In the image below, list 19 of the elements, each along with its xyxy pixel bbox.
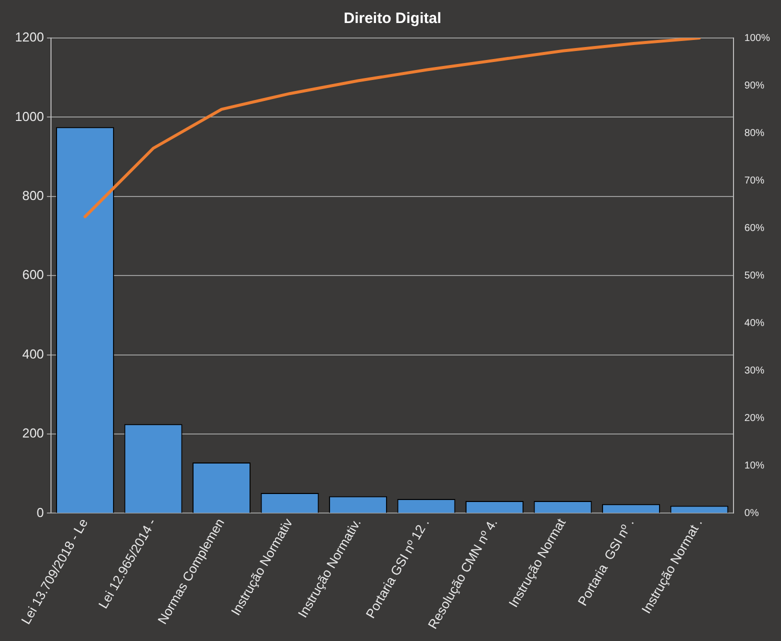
y-tick-label: 800	[22, 188, 44, 203]
y2-tick-label: 70%	[744, 175, 765, 186]
y-tick-label: 0	[36, 504, 44, 520]
y2-tick-label: 40%	[744, 318, 765, 329]
y2-tick-label: 90%	[744, 80, 765, 92]
y-tick-label: 600	[22, 267, 44, 282]
y2-tick-label: 80%	[744, 128, 765, 139]
y2-tick-label: 100%	[744, 32, 770, 44]
y-tick-label: 400	[22, 346, 44, 362]
y2-tick-label: 20%	[744, 412, 765, 424]
y2-tick-label: 60%	[744, 222, 765, 234]
y2-tick-label: 0%	[744, 508, 759, 519]
y2-tick-label: 50%	[744, 270, 765, 282]
y2-tick-label: 10%	[744, 460, 765, 472]
y-tick-label: 200	[22, 426, 44, 441]
y-tick-label: 1000	[15, 108, 44, 124]
chart-title: Direito Digital	[344, 10, 442, 28]
y-tick-label: 1200	[15, 30, 44, 45]
y2-tick-label: 30%	[744, 365, 765, 376]
